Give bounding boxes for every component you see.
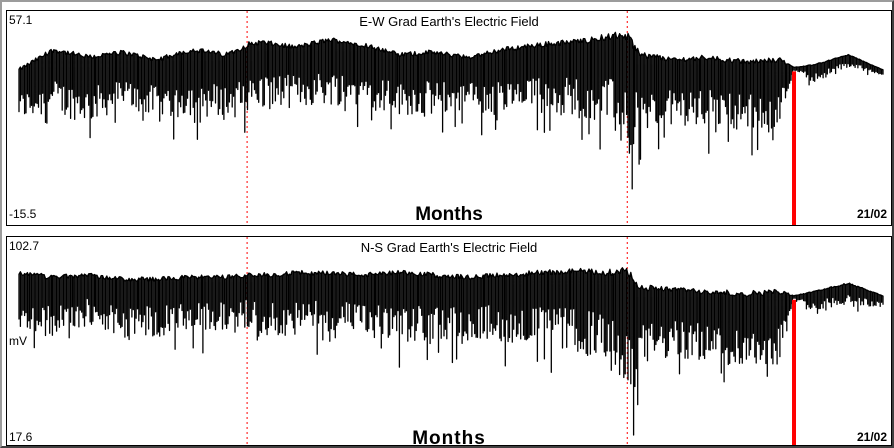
- ns-date-label: 21/02: [856, 430, 887, 444]
- ew-y-min-label: -15.5: [9, 207, 37, 221]
- ns-chart-title: N-S Grad Earth's Electric Field: [360, 240, 538, 255]
- ns-y-max-label: 102.7: [9, 239, 40, 253]
- ew-y-max-label: 57.1: [9, 13, 33, 27]
- ew-date-label: 21/02: [856, 207, 887, 221]
- ew-field-signal-line: [18, 31, 884, 190]
- ew-x-axis-label: Months: [415, 204, 483, 225]
- ew-chart-title: E-W Grad Earth's Electric Field: [359, 14, 539, 29]
- ew-field-plot: [18, 11, 884, 225]
- ns-field-plot: [18, 237, 884, 445]
- ew-field-panel: 57.1 E-W Grad Earth's Electric Field -15…: [6, 10, 892, 226]
- ns-x-axis-label: Months: [412, 428, 486, 446]
- ns-field-panel: 102.7 N-S Grad Earth's Electric Field mV…: [6, 236, 892, 446]
- ns-field-signal-line: [18, 267, 884, 436]
- ns-y-unit-label: mV: [9, 334, 27, 348]
- ns-y-min-label: 17.6: [9, 430, 33, 444]
